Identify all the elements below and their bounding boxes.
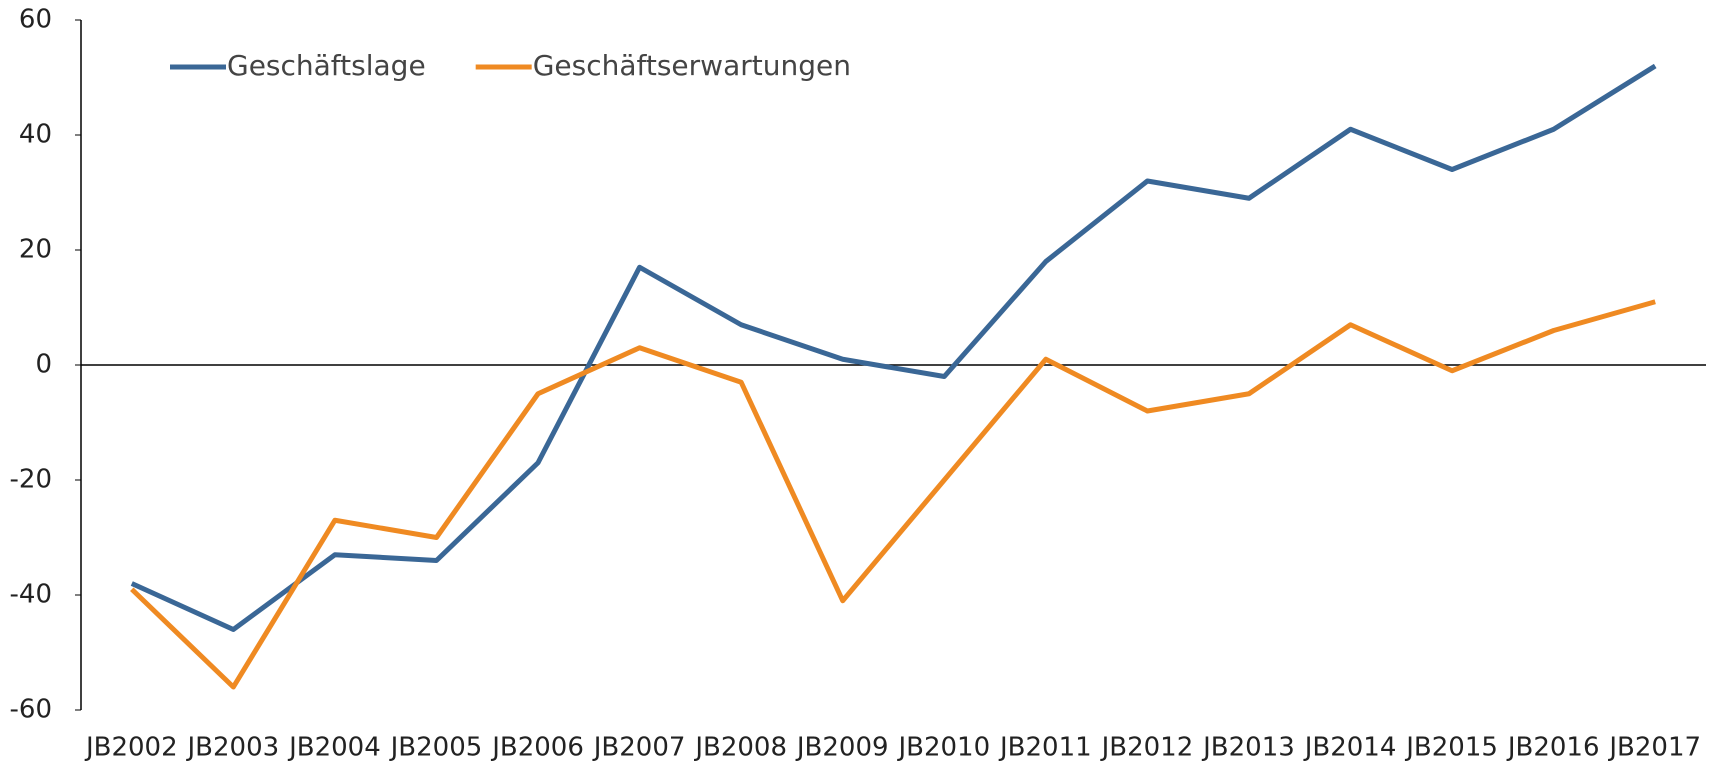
x-tick-label: JB2016 xyxy=(1506,733,1600,763)
y-tick-label: 40 xyxy=(19,120,52,150)
x-tick-label: JB2010 xyxy=(896,733,990,763)
y-tick-label: 0 xyxy=(35,350,52,380)
line-series xyxy=(130,63,1657,632)
legend-label: Geschäftslage xyxy=(227,49,426,82)
x-tick-label: JB2006 xyxy=(490,733,584,763)
legend-label: Geschäftserwartungen xyxy=(533,49,851,82)
x-tick-label: JB2009 xyxy=(795,733,889,763)
y-tick-label: 20 xyxy=(19,235,52,265)
x-tick-label: JB2015 xyxy=(1404,733,1498,763)
y-tick-label: -60 xyxy=(10,695,52,725)
x-tick-label: JB2005 xyxy=(389,733,483,763)
x-tick-label: JB2007 xyxy=(592,733,686,763)
x-tick-label: JB2012 xyxy=(1100,733,1194,763)
x-tick-label: JB2013 xyxy=(1201,733,1295,763)
line-series xyxy=(130,299,1656,690)
x-tick-label: JB2008 xyxy=(693,733,787,763)
legend: Geschäftslage Geschäftserwartungen xyxy=(170,49,851,82)
x-tick-label: JB2002 xyxy=(84,733,178,763)
y-tick-label: -40 xyxy=(10,580,52,610)
x-tick-label: JB2003 xyxy=(186,733,280,763)
x-tick-label: JB2011 xyxy=(998,733,1092,763)
x-tick-label: JB2017 xyxy=(1607,733,1701,763)
y-tick-label: 60 xyxy=(19,5,52,35)
x-tick-label: JB2014 xyxy=(1303,733,1397,763)
y-tick-label: -20 xyxy=(10,465,52,495)
x-tick-label: JB2004 xyxy=(287,733,381,763)
